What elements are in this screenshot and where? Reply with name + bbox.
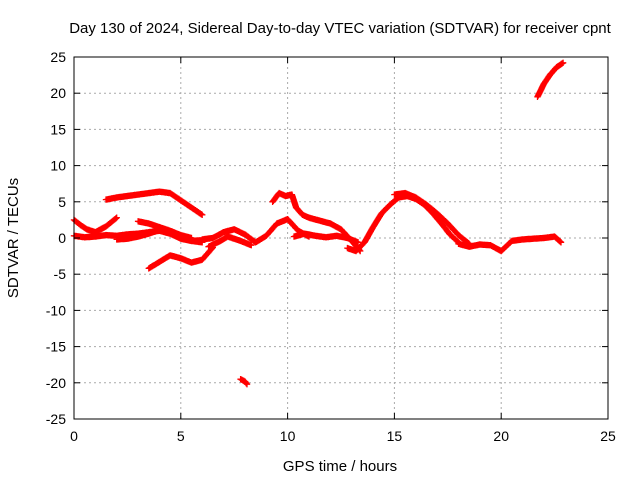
- series-arc-5: [113, 226, 206, 246]
- axis-ticks: 0 5 10 15 20 25 -25 -20 -15 -10 -5 0 5 10 15 20 25: [46, 49, 616, 444]
- series-arc-10: [290, 230, 362, 246]
- data-marker-trail: [237, 376, 251, 388]
- y-tick-label: 0: [58, 230, 66, 246]
- x-tick-label: 20: [493, 428, 509, 444]
- series-arc-14: [534, 59, 567, 100]
- data-marker-trail: [199, 216, 313, 246]
- data-marker-trail: [113, 226, 206, 246]
- data-marker-trail: [534, 59, 567, 100]
- series-arc-6: [145, 244, 216, 272]
- y-axis-label: SDTVAR / TECUs: [5, 178, 22, 298]
- series-arc-8: [205, 233, 255, 250]
- data-marker-trail: [391, 189, 473, 247]
- series-arc-13: [455, 233, 565, 255]
- data-marker-trail: [205, 233, 255, 250]
- y-tick-label: -25: [46, 411, 66, 427]
- x-tick-label: 25: [600, 428, 616, 444]
- y-tick-label: -20: [46, 375, 66, 391]
- series-arc-12: [391, 189, 473, 247]
- y-tick-label: -15: [46, 339, 66, 355]
- x-axis-label: GPS time / hours: [283, 458, 397, 475]
- data-marker-trail: [102, 188, 206, 218]
- x-tick-label: 10: [280, 428, 296, 444]
- x-tick-label: 0: [70, 428, 78, 444]
- y-tick-label: -10: [46, 302, 66, 318]
- data-marker-trail: [455, 233, 565, 255]
- y-tick-label: 10: [50, 158, 66, 174]
- x-tick-label: 15: [387, 428, 403, 444]
- series-arc-3: [102, 188, 206, 218]
- series-arc-7: [199, 216, 313, 246]
- data-marker-trail: [290, 230, 362, 246]
- series-arc-15: [237, 376, 251, 388]
- y-tick-label: 15: [50, 121, 66, 137]
- x-tick-label: 5: [177, 428, 185, 444]
- y-tick-label: -5: [54, 266, 67, 282]
- y-tick-label: 20: [50, 85, 66, 101]
- chart-title: Day 130 of 2024, Sidereal Day-to-day VTE…: [69, 20, 611, 37]
- data-points: [70, 59, 567, 388]
- data-marker-trail: [145, 244, 216, 272]
- y-tick-label: 25: [50, 49, 66, 65]
- y-tick-label: 5: [58, 194, 66, 210]
